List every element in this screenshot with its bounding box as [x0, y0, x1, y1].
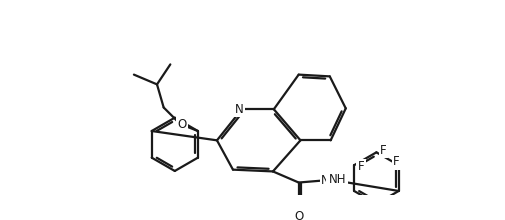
Text: F: F	[380, 144, 387, 157]
Text: O: O	[178, 118, 187, 131]
Text: NH: NH	[328, 173, 346, 186]
Text: H: H	[327, 174, 336, 187]
Text: N: N	[321, 174, 330, 187]
Text: F: F	[393, 155, 400, 168]
Text: N: N	[235, 103, 244, 116]
Text: O: O	[294, 210, 304, 220]
Text: F: F	[358, 160, 365, 174]
